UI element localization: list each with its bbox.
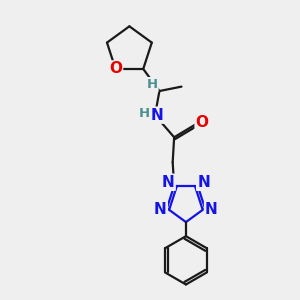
Text: N: N (154, 202, 167, 217)
Text: O: O (196, 115, 208, 130)
Text: N: N (162, 175, 175, 190)
Text: N: N (151, 108, 164, 123)
Text: N: N (205, 202, 218, 217)
Text: O: O (109, 61, 122, 76)
Text: N: N (197, 175, 210, 190)
Text: H: H (146, 78, 158, 91)
Text: H: H (138, 107, 149, 120)
